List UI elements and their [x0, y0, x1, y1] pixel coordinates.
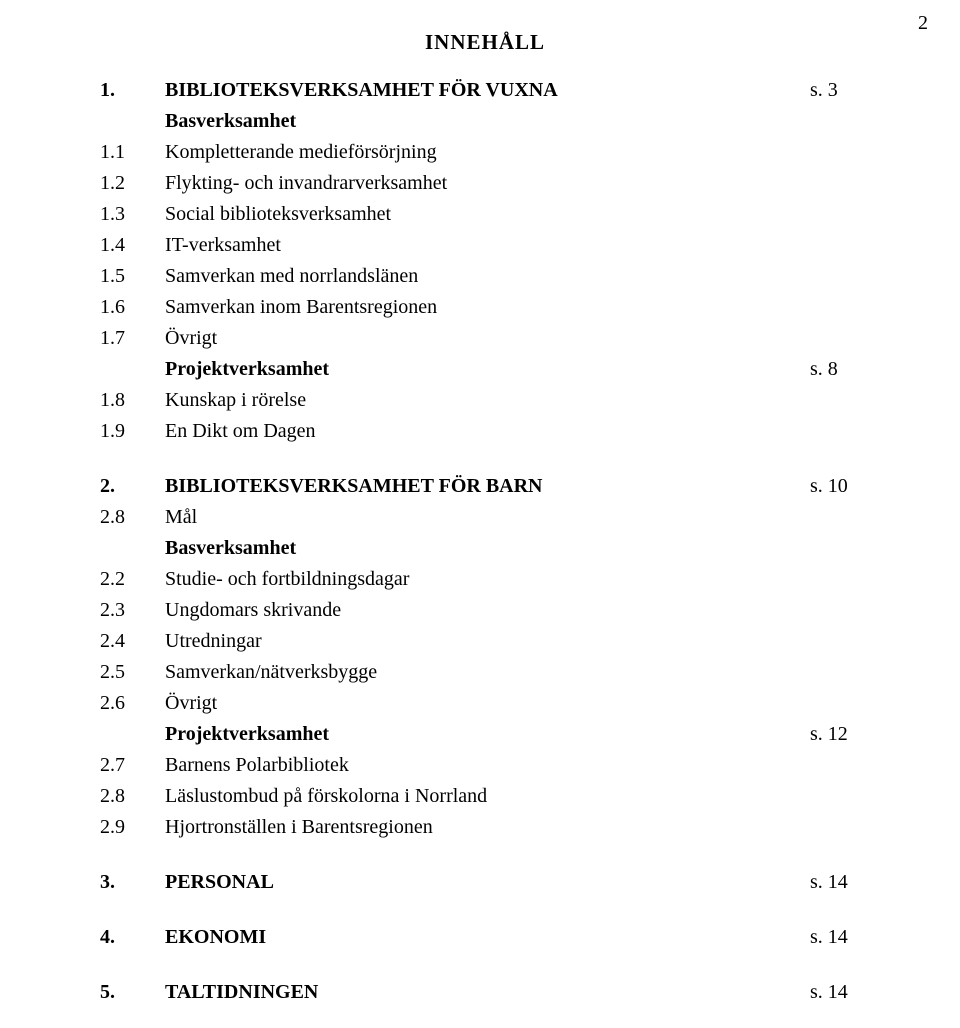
toc-row: 2.8Mål [100, 502, 870, 533]
page-number: 2 [918, 12, 928, 35]
section-gap [100, 898, 870, 922]
toc-number: 2.7 [100, 750, 165, 781]
toc-number: 2.6 [100, 688, 165, 719]
toc-row: 2.BIBLIOTEKSVERKSAMHET FÖR BARNs. 10 [100, 471, 870, 502]
toc-number: 2.5 [100, 657, 165, 688]
toc-label: Kompletterande medieförsörjning [165, 137, 810, 168]
toc-label: Flykting- och invandrarverksamhet [165, 168, 810, 199]
toc-number: 2.4 [100, 626, 165, 657]
toc-number: 3. [100, 867, 165, 898]
toc-label: Hjortronställen i Barentsregionen [165, 812, 810, 843]
toc-label: EKONOMI [165, 922, 810, 953]
toc-row: 1.2Flykting- och invandrarverksamhet [100, 168, 870, 199]
toc-row: 3.PERSONALs. 14 [100, 867, 870, 898]
toc-number: 2.2 [100, 564, 165, 595]
toc-number: 1.7 [100, 323, 165, 354]
toc-page-ref: s. 12 [810, 719, 870, 750]
toc-row: 1.9En Dikt om Dagen [100, 416, 870, 447]
toc-label: Barnens Polarbibliotek [165, 750, 810, 781]
toc-row: 1.6Samverkan inom Barentsregionen [100, 292, 870, 323]
toc-number: 2.8 [100, 781, 165, 812]
toc-number: 1.4 [100, 230, 165, 261]
toc-row: 2.9Hjortronställen i Barentsregionen [100, 812, 870, 843]
toc-number: 1. [100, 75, 165, 106]
toc-page-ref: s. 14 [810, 977, 870, 1008]
toc-label: IT-verksamhet [165, 230, 810, 261]
toc-row: 1.4IT-verksamhet [100, 230, 870, 261]
toc-label: TALTIDNINGEN [165, 977, 810, 1008]
toc-number: 2.8 [100, 502, 165, 533]
toc-label: Läslustombud på förskolorna i Norrland [165, 781, 810, 812]
toc-label: BIBLIOTEKSVERKSAMHET FÖR BARN [165, 471, 810, 502]
toc-number: 1.5 [100, 261, 165, 292]
toc-row: 2.4Utredningar [100, 626, 870, 657]
toc-row: 2.7Barnens Polarbibliotek [100, 750, 870, 781]
toc-row: 2.8Läslustombud på förskolorna i Norrlan… [100, 781, 870, 812]
toc-title: INNEHÅLL [100, 30, 870, 55]
toc-number: 1.6 [100, 292, 165, 323]
toc-page-ref: s. 8 [810, 354, 870, 385]
toc-label: Kunskap i rörelse [165, 385, 810, 416]
toc-label: Social biblioteksverksamhet [165, 199, 810, 230]
toc-label: Basverksamhet [165, 533, 810, 564]
toc-row: Basverksamhet [100, 533, 870, 564]
toc-number: 4. [100, 922, 165, 953]
toc-page-ref: s. 14 [810, 922, 870, 953]
toc-number: 5. [100, 977, 165, 1008]
toc-row: 1.8Kunskap i rörelse [100, 385, 870, 416]
toc-label: Studie- och fortbildningsdagar [165, 564, 810, 595]
toc-number: 1.3 [100, 199, 165, 230]
toc-label: Samverkan/nätverksbygge [165, 657, 810, 688]
toc-row: Projektverksamhets. 12 [100, 719, 870, 750]
toc-row: Basverksamhet [100, 106, 870, 137]
section-gap [100, 953, 870, 977]
toc-label: Utredningar [165, 626, 810, 657]
toc-page-ref: s. 14 [810, 867, 870, 898]
toc-page-ref: s. 10 [810, 471, 870, 502]
section-gap [100, 447, 870, 471]
toc-row: 1.7Övrigt [100, 323, 870, 354]
toc-row: 2.6Övrigt [100, 688, 870, 719]
toc-number: 2.9 [100, 812, 165, 843]
toc-list: 1.BIBLIOTEKSVERKSAMHET FÖR VUXNAs. 3Basv… [100, 75, 870, 1008]
toc-row: 1.1Kompletterande medieförsörjning [100, 137, 870, 168]
toc-row: 2.3Ungdomars skrivande [100, 595, 870, 626]
toc-number: 1.9 [100, 416, 165, 447]
toc-content: INNEHÅLL 1.BIBLIOTEKSVERKSAMHET FÖR VUXN… [0, 0, 960, 1028]
toc-row: 5.TALTIDNINGENs. 14 [100, 977, 870, 1008]
toc-number: 2. [100, 471, 165, 502]
toc-row: 1.BIBLIOTEKSVERKSAMHET FÖR VUXNAs. 3 [100, 75, 870, 106]
toc-label: Projektverksamhet [165, 354, 810, 385]
toc-row: 1.3Social biblioteksverksamhet [100, 199, 870, 230]
toc-label: Ungdomars skrivande [165, 595, 810, 626]
toc-row: 4.EKONOMIs. 14 [100, 922, 870, 953]
toc-label: En Dikt om Dagen [165, 416, 810, 447]
toc-number: 1.8 [100, 385, 165, 416]
toc-page-ref: s. 3 [810, 75, 870, 106]
toc-number: 2.3 [100, 595, 165, 626]
toc-label: BIBLIOTEKSVERKSAMHET FÖR VUXNA [165, 75, 810, 106]
toc-label: Basverksamhet [165, 106, 810, 137]
toc-label: Övrigt [165, 323, 810, 354]
toc-row: 1.5Samverkan med norrlandslänen [100, 261, 870, 292]
toc-label: Projektverksamhet [165, 719, 810, 750]
toc-row: 2.2Studie- och fortbildningsdagar [100, 564, 870, 595]
toc-number: 1.1 [100, 137, 165, 168]
toc-label: Övrigt [165, 688, 810, 719]
toc-label: PERSONAL [165, 867, 810, 898]
toc-label: Samverkan med norrlandslänen [165, 261, 810, 292]
toc-label: Mål [165, 502, 810, 533]
toc-label: Samverkan inom Barentsregionen [165, 292, 810, 323]
toc-row: 2.5Samverkan/nätverksbygge [100, 657, 870, 688]
toc-number: 1.2 [100, 168, 165, 199]
toc-row: Projektverksamhets. 8 [100, 354, 870, 385]
section-gap [100, 843, 870, 867]
